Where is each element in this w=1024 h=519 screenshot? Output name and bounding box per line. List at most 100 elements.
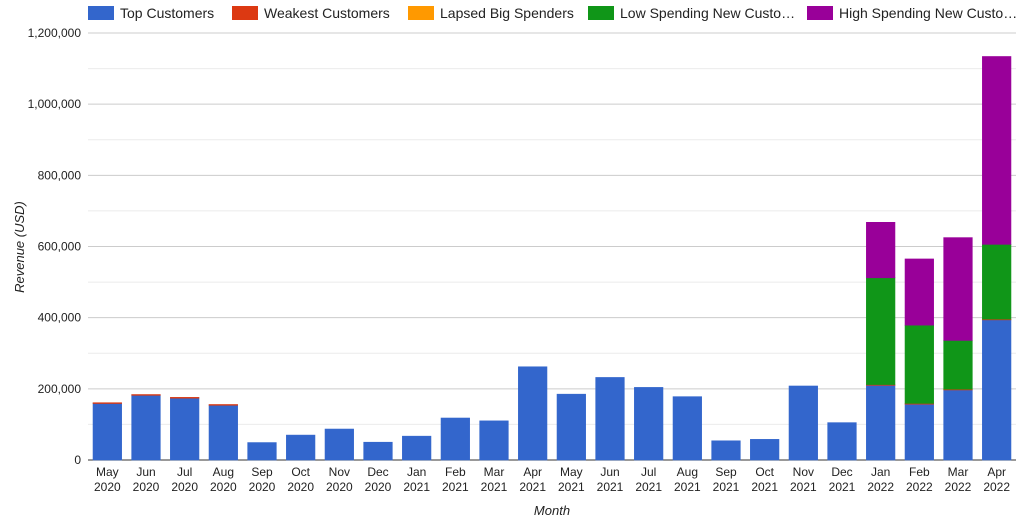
legend-label: Low Spending New Custo… [620, 5, 795, 21]
legend-item[interactable]: Weakest Customers [232, 5, 390, 21]
bar-low-spending-new-custo [943, 340, 973, 390]
x-tick-label: 2020 [326, 480, 353, 494]
y-tick-label: 600,000 [38, 240, 82, 254]
x-tick-label: Oct [755, 465, 774, 479]
x-tick-label: 2021 [790, 480, 817, 494]
y-tick-label: 1,000,000 [28, 97, 82, 111]
x-tick-label: 2021 [674, 480, 701, 494]
bar-low-spending-new-custo [982, 244, 1012, 320]
x-tick-label: 2022 [945, 480, 972, 494]
legend-swatch [807, 6, 833, 20]
x-tick-label: 2021 [442, 480, 469, 494]
bar-top-customers [518, 366, 548, 461]
x-tick-label: Mar [948, 465, 969, 479]
x-tick-label: 2021 [751, 480, 778, 494]
bar-top-customers [247, 442, 277, 461]
x-tick-label: Jul [641, 465, 656, 479]
x-tick-label: Jun [136, 465, 155, 479]
x-axis-ticks: May2020Jun2020Jul2020Aug2020Sep2020Oct20… [94, 465, 1010, 494]
bar-high-spending-new-custo [982, 56, 1012, 245]
x-tick-label: 2021 [829, 480, 856, 494]
legend-item[interactable]: High Spending New Custo… [807, 5, 1017, 21]
x-tick-label: 2021 [597, 480, 624, 494]
legend-label: Weakest Customers [264, 5, 390, 21]
y-axis-ticks: 0 200,000 400,000 600,000 800,000 1,000,000 1,… [28, 26, 82, 467]
x-tick-label: Sep [251, 465, 273, 479]
bar-high-spending-new-custo [904, 258, 934, 326]
bar-top-customers [208, 404, 238, 461]
bar-weakest-customers [92, 402, 122, 404]
y-tick-label: 200,000 [38, 382, 82, 396]
x-axis-title: Month [534, 503, 570, 518]
bar-top-customers [711, 440, 741, 461]
x-tick-label: 2022 [983, 480, 1010, 494]
legend-item[interactable]: Low Spending New Custo… [588, 5, 795, 21]
x-tick-label: 2022 [867, 480, 894, 494]
bar-low-spending-new-custo [866, 277, 896, 385]
x-tick-label: Apr [523, 465, 542, 479]
bar-top-customers [943, 389, 973, 461]
legend-label: Lapsed Big Spenders [440, 5, 574, 21]
x-tick-label: 2021 [481, 480, 508, 494]
x-tick-label: 2021 [403, 480, 430, 494]
legend: Top Customers Weakest Customers Lapsed Big… [88, 5, 1017, 21]
x-tick-label: 2020 [94, 480, 121, 494]
x-tick-label: Oct [291, 465, 310, 479]
bar-top-customers [866, 384, 896, 461]
legend-swatch [408, 6, 434, 20]
bar-top-customers [750, 439, 780, 461]
legend-item[interactable]: Top Customers [88, 5, 214, 21]
x-tick-label: 2020 [171, 480, 198, 494]
bar-top-customers [324, 428, 354, 461]
bar-top-customers [634, 387, 664, 461]
x-tick-label: 2021 [713, 480, 740, 494]
x-tick-label: 2020 [249, 480, 276, 494]
bars [92, 56, 1012, 461]
bar-top-customers [479, 420, 509, 461]
bar-high-spending-new-custo [866, 222, 896, 279]
grid [88, 32, 1016, 461]
legend-label: Top Customers [120, 5, 214, 21]
legend-swatch [588, 6, 614, 20]
bar-weakest-customers [170, 397, 200, 399]
bar-top-customers [982, 319, 1012, 461]
bar-top-customers [92, 402, 122, 461]
x-tick-label: Apr [987, 465, 1006, 479]
legend-swatch [232, 6, 258, 20]
y-tick-label: 400,000 [38, 311, 82, 325]
x-tick-label: Aug [677, 465, 698, 479]
x-tick-label: 2021 [635, 480, 662, 494]
x-tick-label: Jun [600, 465, 619, 479]
bar-top-customers [788, 385, 818, 461]
bar-top-customers [363, 441, 393, 461]
legend-swatch [88, 6, 114, 20]
legend-item[interactable]: Lapsed Big Spenders [408, 5, 574, 21]
x-tick-label: May [96, 465, 119, 479]
x-tick-label: Feb [909, 465, 930, 479]
bar-weakest-customers [208, 404, 238, 406]
bar-low-spending-new-custo [904, 324, 934, 404]
x-tick-label: Dec [831, 465, 852, 479]
x-tick-label: Jan [407, 465, 426, 479]
bar-weakest-customers [131, 394, 161, 396]
y-tick-label: 0 [74, 453, 81, 467]
bar-top-customers [286, 434, 316, 461]
bar-top-customers [131, 394, 161, 461]
x-tick-label: Feb [445, 465, 466, 479]
x-tick-label: May [560, 465, 583, 479]
y-tick-label: 800,000 [38, 168, 82, 182]
x-tick-label: 2020 [133, 480, 160, 494]
x-tick-label: 2021 [519, 480, 546, 494]
bar-top-customers [595, 377, 625, 461]
bar-top-customers [827, 422, 857, 461]
x-tick-label: 2020 [210, 480, 237, 494]
x-tick-label: Nov [793, 465, 814, 479]
x-tick-label: Sep [715, 465, 737, 479]
x-tick-label: 2020 [365, 480, 392, 494]
x-tick-label: 2022 [906, 480, 933, 494]
y-tick-label: 1,200,000 [28, 26, 82, 40]
x-tick-label: Mar [484, 465, 505, 479]
x-tick-label: Jul [177, 465, 192, 479]
x-tick-label: Dec [367, 465, 388, 479]
